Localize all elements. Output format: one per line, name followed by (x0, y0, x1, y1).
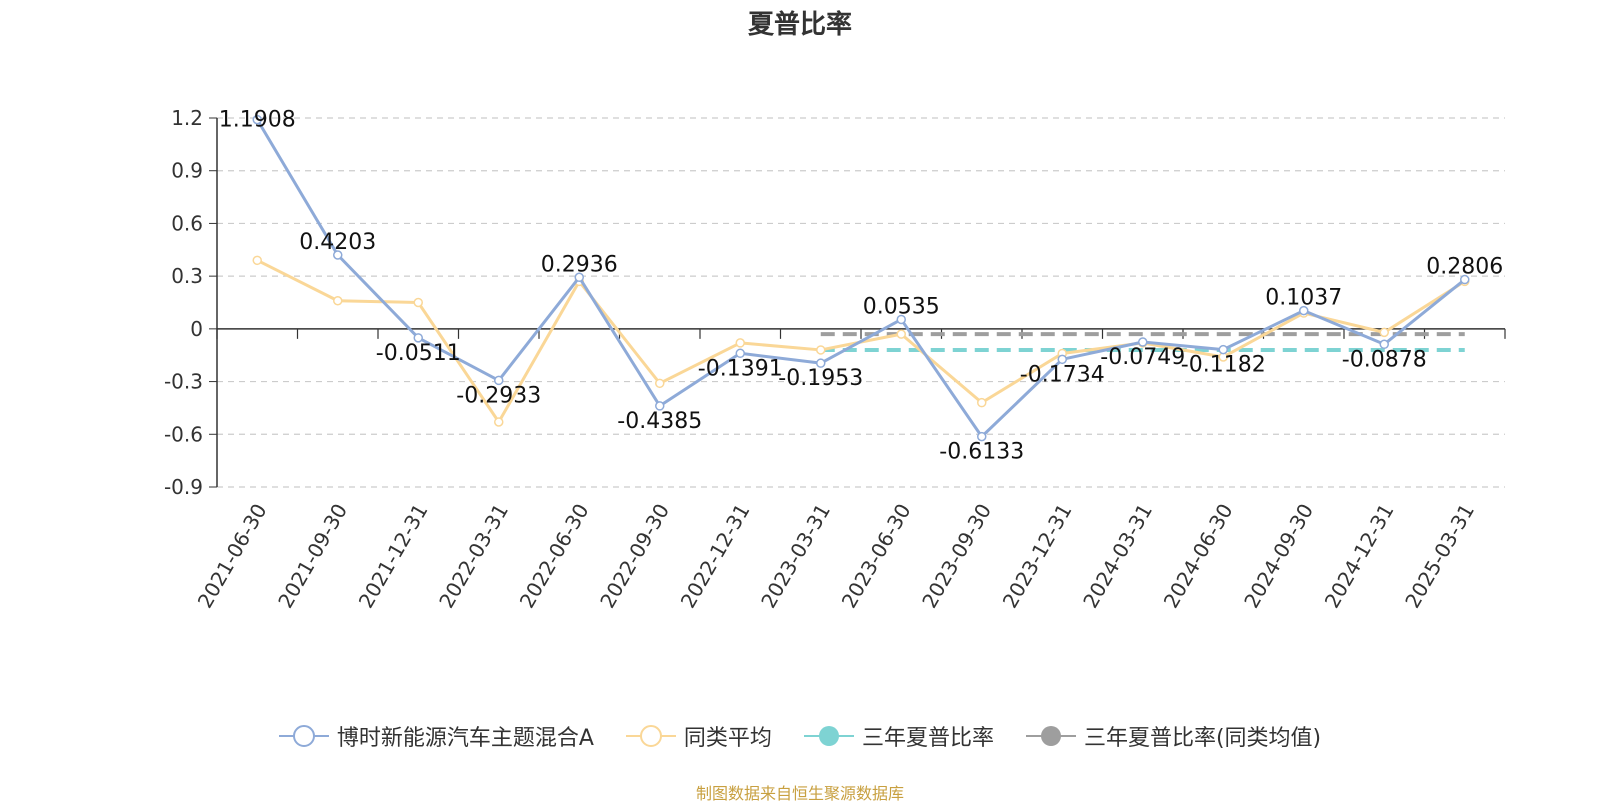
legend-item-three-year[interactable]: 三年夏普比率 (803, 720, 994, 752)
peer-average-point (816, 345, 826, 355)
fund-point (1218, 344, 1228, 355)
fund-point (252, 114, 262, 125)
x-tick-label: 2023-03-31 (756, 500, 835, 613)
y-tick-label: 0 (190, 317, 203, 341)
y-tick-label: 0.9 (171, 159, 203, 183)
legend-marker-fund (278, 725, 329, 747)
x-tick-label: 2022-06-30 (515, 500, 594, 613)
fund-data-label: 0.0535 (863, 294, 940, 319)
x-tick-label: 2025-03-31 (1400, 500, 1479, 613)
chart-title: 夏普比率 (747, 10, 852, 40)
legend-label-peer-average: 同类平均 (683, 726, 772, 751)
y-tick-label: -0.9 (164, 475, 203, 499)
fund-data-label: -0.1391 (698, 356, 783, 381)
legend-label-three-year: 三年夏普比率 (861, 726, 994, 751)
x-tick-label: 2021-12-31 (354, 500, 433, 613)
y-tick-label: -0.3 (164, 370, 203, 394)
peer-average-point (252, 255, 262, 266)
fund-data-label: -0.2933 (456, 383, 541, 408)
legend: 博时新能源汽车主题混合A 同类平均 三年夏普比率 三年夏普比率(同类均值) (0, 720, 1600, 752)
x-tick-label: 2021-06-30 (193, 500, 272, 613)
fund-point (896, 314, 906, 325)
x-tick-label: 2024-06-30 (1159, 500, 1238, 613)
y-tick-label: 0.3 (171, 264, 203, 288)
fund-data-label: -0.6133 (939, 440, 1024, 465)
fund-data-label: -0.0749 (1100, 345, 1185, 370)
peer-average-point (413, 297, 423, 308)
fund-point (977, 431, 987, 442)
x-tick-label: 2023-12-31 (998, 500, 1077, 613)
fund-line (255, 118, 1466, 439)
fund-data-label: 1.1908 (219, 108, 296, 133)
fund-data-label: -0.0878 (1342, 347, 1427, 372)
peer-average-point (977, 397, 987, 408)
legend-marker-peer-average (625, 725, 676, 747)
fund-data-label: -0.1953 (778, 366, 863, 391)
fund-data-label: -0.0511 (376, 341, 461, 366)
legend-item-fund[interactable]: 博时新能源汽车主题混合A (278, 720, 594, 752)
fund-point (333, 250, 343, 260)
y-tick-label: 1.2 (171, 106, 203, 130)
fund-point (655, 401, 665, 411)
legend-item-peer-average[interactable]: 同类平均 (625, 720, 772, 752)
fund-point (1379, 339, 1389, 350)
x-tick-label: 2022-09-30 (595, 500, 674, 613)
x-tick-label: 2024-12-31 (1320, 500, 1399, 613)
peer-average-point (333, 295, 343, 306)
fund-point (413, 333, 423, 343)
legend-label-three-year-peer: 三年夏普比率(同类均值) (1083, 726, 1322, 751)
fund-data-label: -0.4385 (617, 409, 702, 434)
fund-data-label: 0.1037 (1265, 286, 1342, 311)
fund-data-label: 0.2806 (1426, 255, 1503, 280)
peer-average-point (494, 417, 504, 427)
fund-point (574, 272, 584, 283)
fund-point (1057, 354, 1067, 365)
fund-data-label: -0.1182 (1181, 353, 1266, 378)
x-tick-label: 2023-06-30 (837, 500, 916, 613)
peer-average-point (735, 338, 745, 348)
fund-point (1460, 274, 1470, 285)
fund-point (816, 358, 826, 368)
fund-data-label: 0.4203 (299, 230, 376, 255)
legend-item-three-year-peer[interactable]: 三年夏普比率(同类均值) (1025, 720, 1322, 752)
fund-point (735, 348, 745, 359)
legend-label-fund: 博时新能源汽车主题混合A (336, 726, 594, 751)
data-source-note: 制图数据来自恒生聚源数据库 (695, 784, 904, 803)
fund-data-label: 0.2936 (541, 252, 618, 277)
x-tick-label: 2024-03-31 (1078, 500, 1157, 613)
fund-point (1299, 305, 1309, 316)
y-tick-label: -0.6 (164, 422, 203, 446)
peer-average-point (896, 329, 906, 339)
fund-point (494, 375, 504, 386)
fund-point (1138, 337, 1148, 347)
x-tick-label: 2023-09-30 (917, 500, 996, 613)
legend-marker-three-year (803, 726, 854, 746)
y-tick-label: 0.6 (171, 211, 203, 235)
peer-average-point (655, 378, 665, 389)
x-tick-label: 2022-12-31 (676, 500, 755, 613)
fund-data-label: -0.1734 (1020, 362, 1105, 387)
x-tick-label: 2022-03-31 (434, 500, 513, 613)
x-tick-label: 2021-09-30 (273, 500, 352, 613)
peer-average-point (1379, 327, 1389, 338)
legend-marker-three-year-peer (1025, 726, 1076, 746)
x-tick-label: 2024-09-30 (1239, 500, 1318, 613)
